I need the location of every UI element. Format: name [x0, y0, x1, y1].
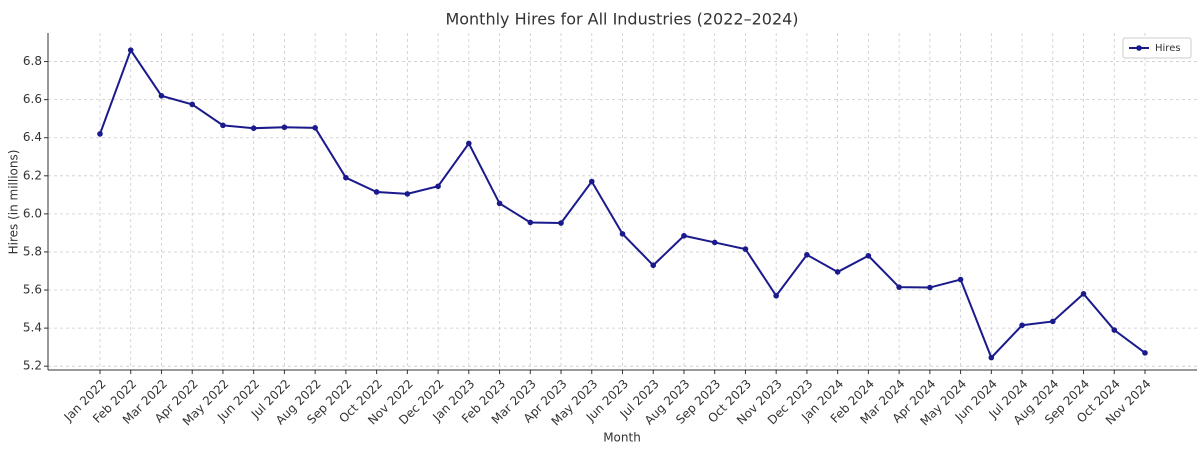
y-tick-label: 6.4 [23, 130, 42, 144]
data-point [127, 47, 134, 53]
data-point [1049, 318, 1056, 325]
y-tick-label: 5.6 [23, 283, 42, 297]
data-point [834, 269, 841, 275]
data-point [1019, 322, 1025, 329]
y-tick-label: 6.0 [23, 206, 42, 220]
data-point [1111, 327, 1118, 333]
data-point [496, 200, 503, 207]
legend-label: Hires [1155, 43, 1181, 54]
data-point [558, 220, 564, 226]
y-axis-label: Hires (in millions) [7, 150, 21, 255]
data-point [588, 178, 595, 185]
data-point [804, 252, 810, 258]
data-point [681, 232, 687, 239]
legend-marker [1136, 45, 1142, 51]
data-point [527, 219, 534, 226]
data-point [466, 140, 472, 147]
data-point [957, 276, 964, 283]
data-point [1142, 350, 1148, 356]
data-point [343, 174, 349, 181]
data-point [650, 262, 657, 269]
data-point [711, 239, 718, 246]
data-point [896, 284, 902, 290]
data-point [619, 231, 626, 237]
y-tick-label: 5.2 [23, 359, 42, 373]
y-tick-label: 6.6 [23, 92, 42, 106]
data-point [312, 125, 318, 131]
chart-title: Monthly Hires for All Industries (2022–2… [445, 10, 798, 29]
data-point [189, 101, 196, 108]
data-point [773, 292, 779, 299]
data-point [158, 93, 165, 99]
data-point [435, 183, 441, 190]
y-tick-label: 6.2 [23, 168, 42, 182]
y-tick-label: 6.8 [23, 54, 42, 68]
data-point [250, 125, 257, 131]
data-point [373, 189, 380, 195]
legend-box [1122, 37, 1192, 59]
y-tick-label: 5.4 [23, 321, 42, 335]
data-point [1080, 291, 1087, 297]
data-point [742, 246, 749, 252]
data-point [281, 124, 288, 131]
data-point [988, 354, 995, 361]
y-tick-label: 5.8 [23, 244, 42, 258]
data-point [220, 122, 226, 129]
data-point [865, 252, 872, 259]
data-point [927, 284, 933, 291]
data-point [404, 191, 411, 197]
x-axis-label: Month [603, 431, 641, 445]
data-point [97, 131, 103, 137]
